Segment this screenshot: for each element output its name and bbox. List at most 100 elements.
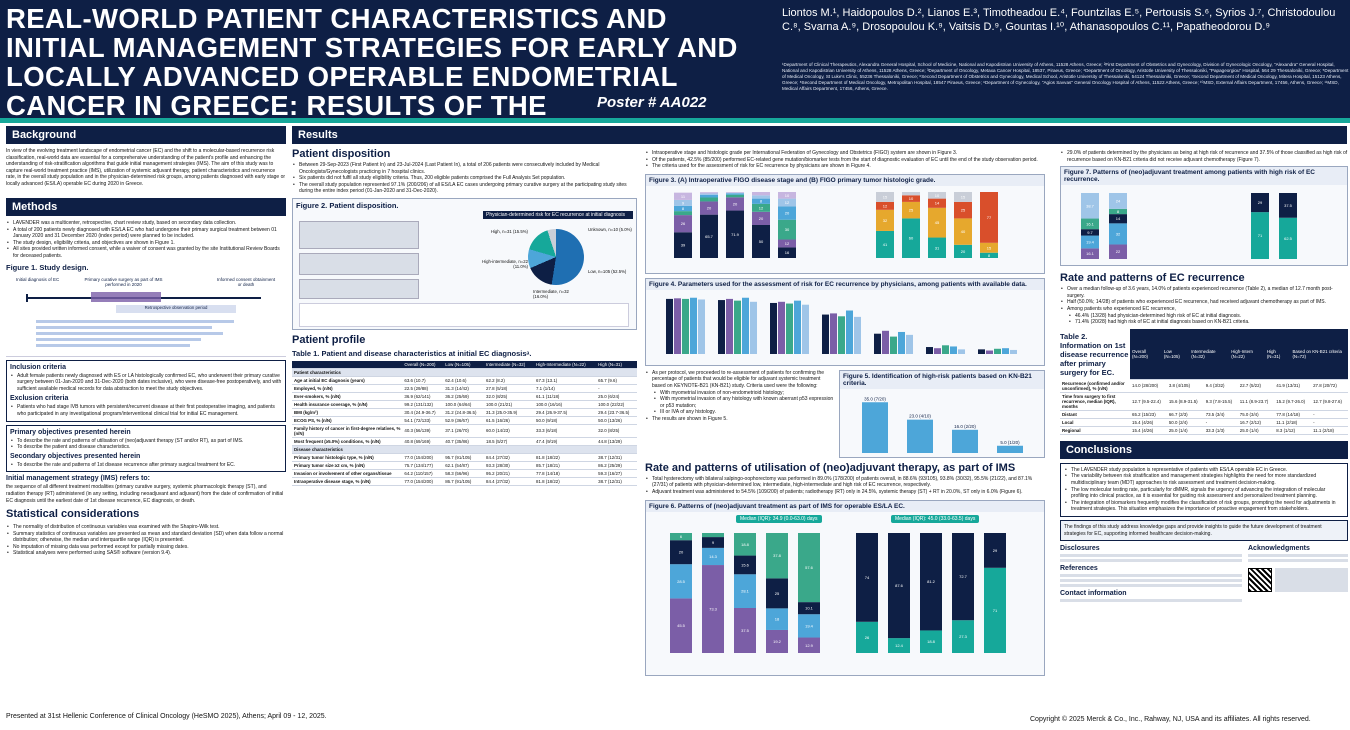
cell: 95.2 (20/21) <box>484 469 534 478</box>
bar-segment <box>888 637 910 653</box>
bar-segment <box>928 237 946 258</box>
bar-segment <box>1109 193 1127 210</box>
data-label: 72.7 <box>959 574 968 579</box>
bar-segment <box>954 191 972 202</box>
bar <box>874 333 881 354</box>
data-label: 15 <box>883 194 888 199</box>
table-row: Disease characteristics <box>292 445 637 454</box>
cell: 15.6 (8.9-31.5) <box>1166 392 1204 411</box>
cell: 77.8 (14/18) <box>534 469 597 478</box>
data-label: 37.5 <box>1284 203 1293 208</box>
figure-3-title: Figure 3. (A) Intraoperative FIGO diseas… <box>646 174 1044 186</box>
cell: 36.9 (62/141) <box>402 392 444 401</box>
bar-segment <box>856 532 878 622</box>
cell: 47.4 (9/19) <box>534 437 597 446</box>
figure-6-title: Figure 6. Patterns of (neo)adjuvant trea… <box>646 500 1044 512</box>
contact-heading: Contact information <box>1060 590 1127 598</box>
cell: 50.0 (2/4) <box>1166 418 1204 427</box>
table-row: Age at initial EC diagnosis (years) 63.6 … <box>292 376 637 385</box>
col-header: Low (N=105) <box>443 360 485 369</box>
data-label: 20 <box>707 205 712 210</box>
bar-segment <box>984 567 1006 653</box>
bar-segment <box>1251 212 1269 260</box>
bar-segment <box>700 191 718 194</box>
cell: 100.0 (22/22) <box>596 400 637 409</box>
right-column: 29.0% of patients determined by the phys… <box>1060 150 1348 604</box>
bar-segment <box>1109 223 1127 245</box>
bar-segment <box>752 191 770 196</box>
kn-item: With myometrial invasion of any histolog… <box>653 396 835 409</box>
bar <box>978 349 985 354</box>
data-label: 9 <box>682 200 685 205</box>
table-row: Family history of cancer in first-degree… <box>292 424 637 438</box>
cell: - <box>596 384 637 393</box>
results-heading: Results <box>292 126 1347 144</box>
stat-item: Statistical analyses were performed usin… <box>6 550 286 557</box>
row-label: Employed, % (n/N) <box>292 384 403 393</box>
cell <box>596 445 637 454</box>
mid-item: Intraoperative stage and histologic grad… <box>645 150 1045 157</box>
bar-segment <box>670 539 692 564</box>
data-label: 32 <box>883 218 888 223</box>
bar <box>1010 349 1017 354</box>
cell: 99.2 (131/132) <box>402 400 444 409</box>
col-header: Based on KN-B21 criteria (N=72) <box>1290 328 1348 380</box>
design-label-consent: Informed consent obtainment or death <box>216 276 276 287</box>
bar-segment <box>734 555 756 574</box>
bar <box>690 297 697 354</box>
cell: 40.7 (35/86) <box>443 437 485 446</box>
col-header: Intermediate (N=32) <box>484 360 534 369</box>
background-text: In view of the evolving treatment landsc… <box>6 148 286 187</box>
disclosures-heading: Disclosures <box>1060 545 1100 553</box>
bar-segment <box>1081 248 1099 260</box>
figure-5: Figure 5. Identification of high-risk pa… <box>839 369 1045 458</box>
bar-segment <box>726 194 744 198</box>
cell: 59.3 (16/27) <box>596 469 637 478</box>
bar-segment <box>902 191 920 196</box>
data-label: 32 <box>1116 232 1121 237</box>
row-label: Regional <box>1060 426 1130 435</box>
inclusion-heading: Inclusion criteria <box>10 363 67 371</box>
kn-item: As per protocol, we proceeded to re-asse… <box>645 370 835 390</box>
cell: 100.0 (21/21) <box>484 400 534 409</box>
cell: 50.0 (13/26) <box>596 416 637 425</box>
data-label: 10 <box>909 196 914 201</box>
data-label: 37.8 <box>773 553 782 558</box>
cell: 38.7 (12/31) <box>596 453 637 462</box>
cell: 44.8 (13/29) <box>596 437 637 446</box>
data-label: 14.3 <box>709 554 718 559</box>
row-label: Time from surgery to first recurrence, m… <box>1060 392 1130 411</box>
bar-segment <box>1081 193 1099 219</box>
col-header: High-Intern (N=22) <box>1229 328 1265 380</box>
acknowledgments-heading: Acknowledgments <box>1248 545 1310 553</box>
col-header: High-Intermediate (N=22) <box>534 360 597 369</box>
bar-segment <box>674 199 692 206</box>
bar-segment <box>702 564 724 653</box>
cell: 37.1 (26/70) <box>443 424 485 438</box>
col-header: Overall (N=200) <box>1130 328 1162 380</box>
cell: 41.9 (13/31) <box>1274 379 1312 393</box>
data-label: 22 <box>1116 249 1121 254</box>
pie-label-low: Low, n=105 (52.5%) <box>588 268 627 274</box>
cell: 31.3 (14/42) <box>443 384 485 393</box>
cell: 33.3 (6/18) <box>534 424 597 438</box>
cell: 40.8 (69/169) <box>402 437 444 446</box>
bar <box>674 298 681 354</box>
bar-segment <box>674 214 692 233</box>
cell: 22.7 (5/22) <box>1237 379 1275 393</box>
cell: 15.4 (4/26) <box>1130 426 1167 435</box>
bar <box>750 301 757 354</box>
cell: 73.5 (3/4) <box>1203 410 1238 419</box>
bar <box>950 346 957 354</box>
bar <box>742 297 749 354</box>
methods-item: All sites provided written informed cons… <box>6 246 286 259</box>
cell: 25.0 (6/24) <box>596 392 637 401</box>
bar-segment <box>778 191 796 199</box>
data-label: 12 <box>883 203 888 208</box>
bar <box>1002 347 1009 354</box>
cell: 77.0 (154/200) <box>402 453 444 462</box>
design-label-diagnosis: Initial diagnosis of EC <box>16 276 60 282</box>
data-label: 19.2 <box>773 639 782 644</box>
cell: - <box>1203 418 1238 427</box>
bar-segment <box>674 192 692 200</box>
